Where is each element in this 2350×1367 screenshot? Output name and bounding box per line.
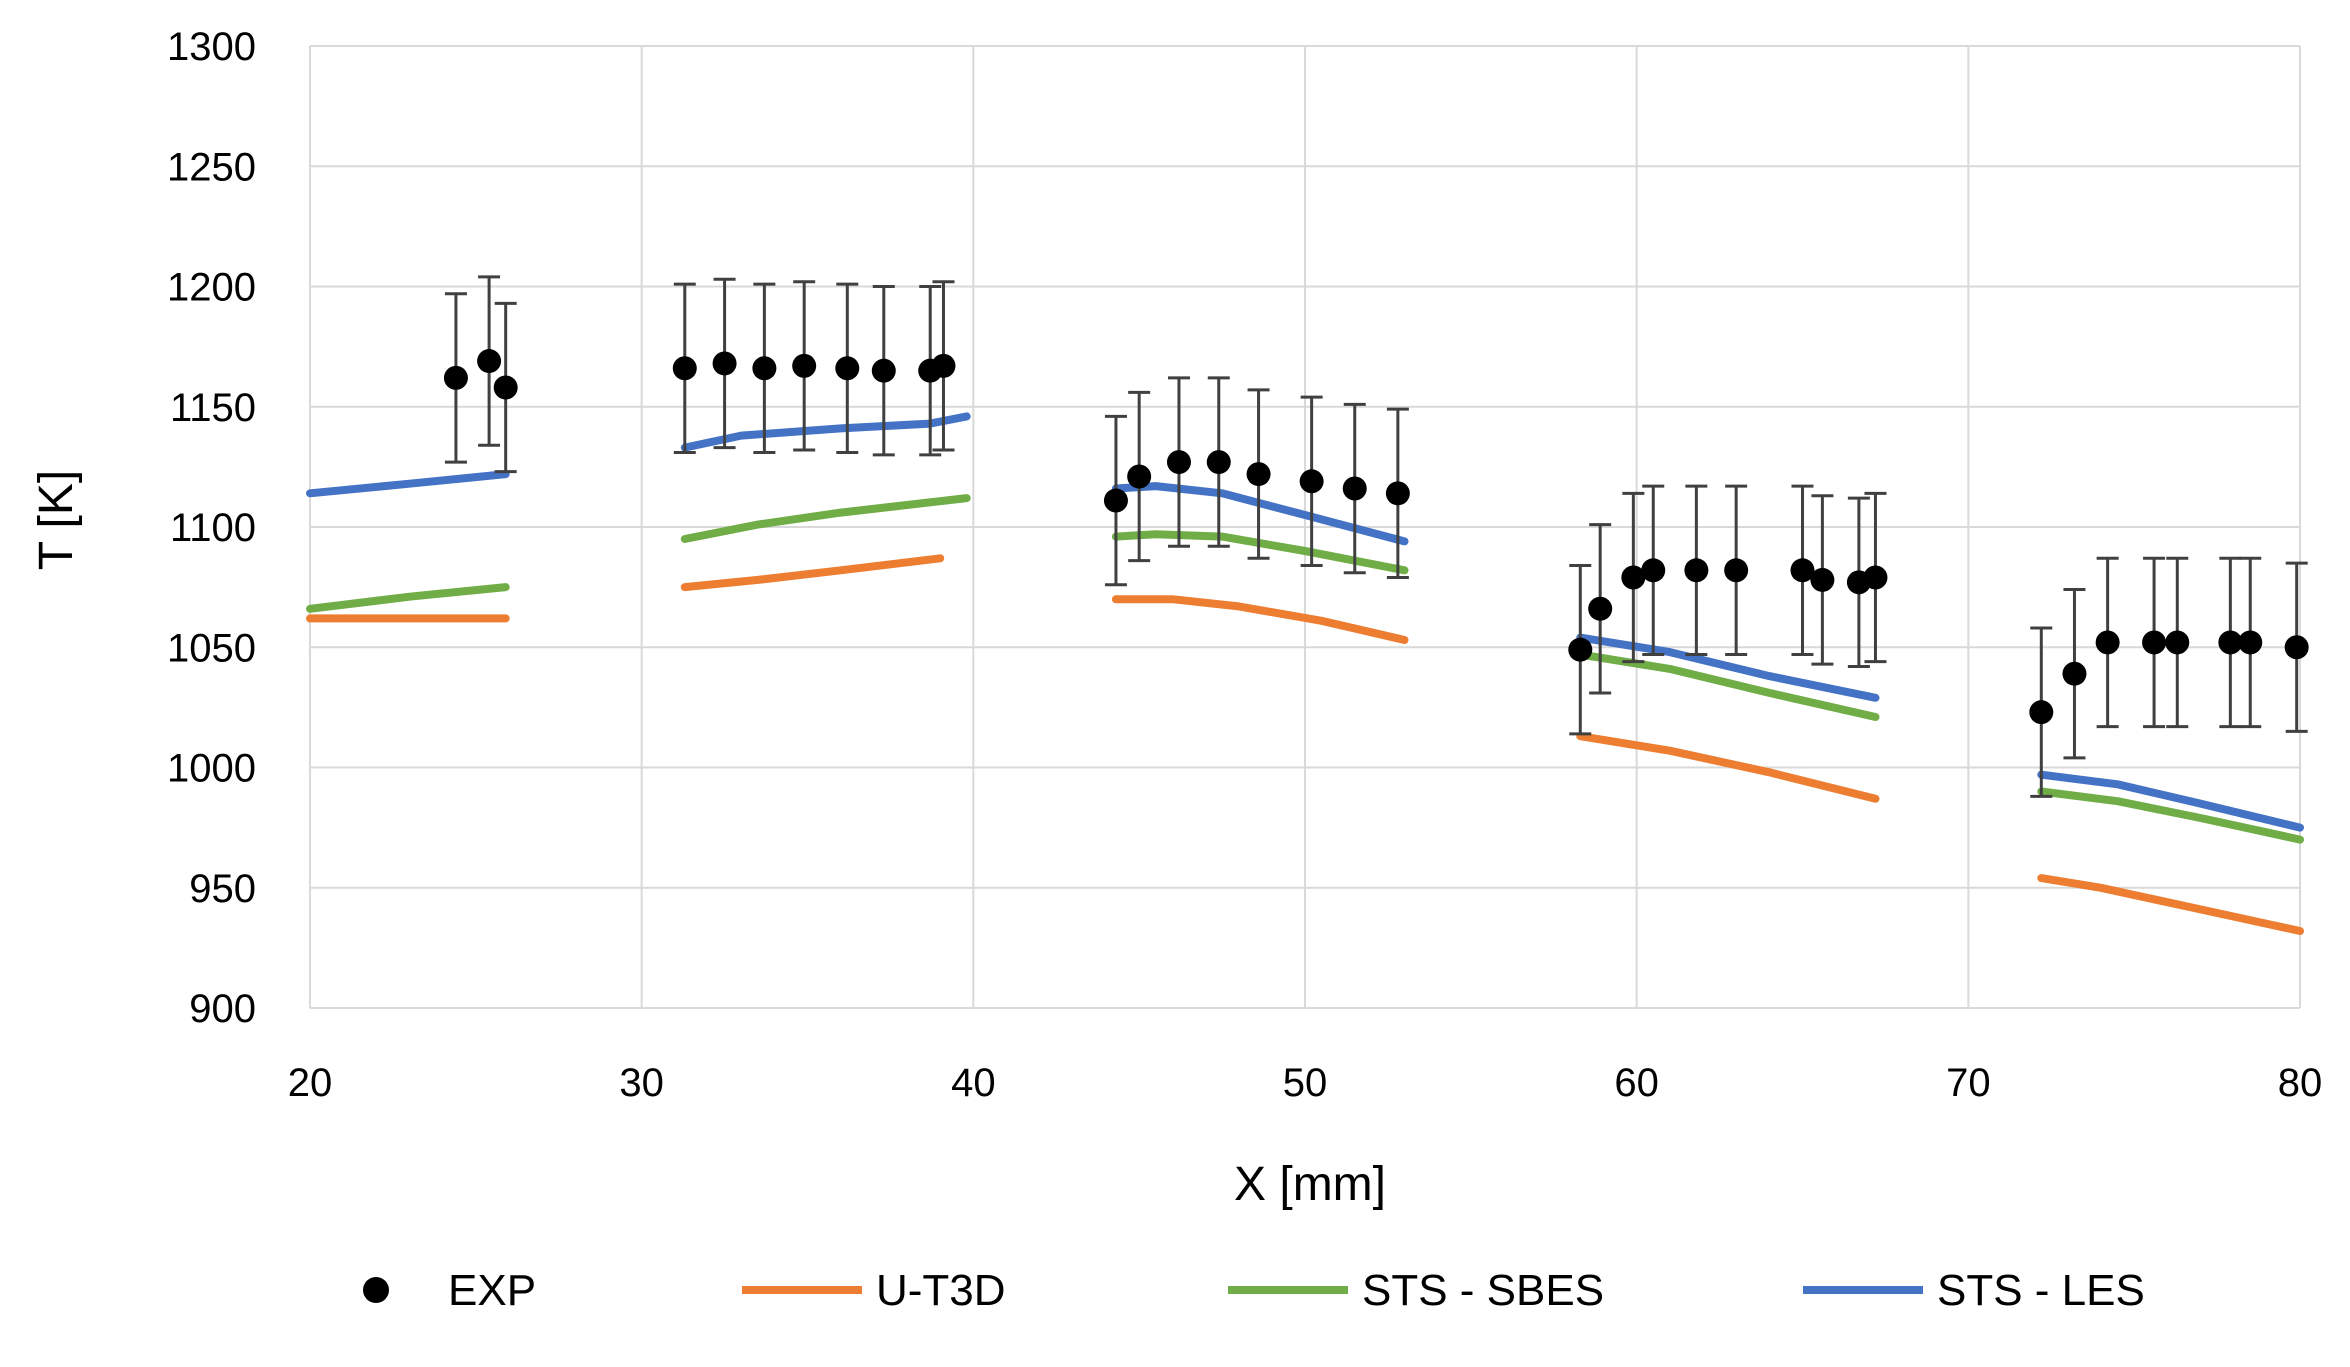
exp-point-6 (792, 353, 817, 378)
exp-point-8 (871, 358, 896, 383)
exp-point-16 (1299, 469, 1324, 494)
exp-point-33 (2165, 630, 2190, 655)
legend-item-u-t3d: U-T3D (742, 1266, 1006, 1315)
exp-point-29 (2029, 700, 2054, 725)
y-tick-label-2: 1000 (167, 747, 256, 791)
exp-point-4 (712, 351, 737, 376)
exp-point-36 (2284, 635, 2309, 660)
exp-point-28 (1863, 565, 1888, 590)
y-tick-label-0: 900 (189, 987, 256, 1031)
x-tick-label-2: 40 (951, 1061, 996, 1105)
exp-point-13 (1166, 450, 1191, 475)
exp-point-2 (493, 375, 518, 400)
exp-point-32 (2142, 630, 2167, 655)
y-tick-label-6: 1200 (167, 266, 256, 310)
x-tick-label-5: 70 (1946, 1061, 1991, 1105)
exp-point-11 (1103, 488, 1128, 513)
legend-marker-exp (363, 1277, 389, 1303)
y-tick-label-8: 1300 (167, 25, 256, 69)
x-tick-label-4: 60 (1614, 1061, 1659, 1105)
exp-point-23 (1684, 558, 1709, 583)
exp-point-7 (835, 356, 860, 381)
x-axis-title: X [mm] (1234, 1158, 1386, 1211)
series-u-t3d-segment-3 (1111, 595, 1409, 644)
y-tick-label-1: 950 (189, 867, 256, 911)
legend-label-u-t3d: U-T3D (876, 1266, 1006, 1315)
exp-point-0 (443, 365, 468, 390)
series-sts-sbes-segment-2 (680, 494, 971, 543)
plot-area (309, 46, 2300, 1009)
series-sts-sbes-segment-5 (2037, 787, 2304, 844)
exp-point-25 (1790, 558, 1815, 583)
exp-points (443, 349, 2309, 725)
series-sts-les-segment-4 (1576, 633, 1880, 702)
legend-label-sts-sbes: STS - SBES (1362, 1266, 1604, 1315)
series-u-t3d-segment-4 (1576, 732, 1880, 803)
exp-point-34 (2218, 630, 2243, 655)
exp-point-22 (1641, 558, 1666, 583)
exp-point-15 (1246, 462, 1271, 487)
exp-point-14 (1206, 450, 1231, 475)
exp-point-3 (672, 356, 697, 381)
series-sts-les-segment-1 (306, 470, 510, 498)
series-sts-sbes-segment-3 (1111, 530, 1409, 575)
legend-label-sts-les: STS - LES (1937, 1266, 2145, 1315)
exp-point-31 (2095, 630, 2120, 655)
exp-point-24 (1724, 558, 1749, 583)
series-sts-les-segment-2 (680, 412, 971, 452)
y-tick-label-4: 1100 (170, 506, 256, 550)
y-tick-label-5: 1150 (170, 386, 256, 430)
legend-item-sts-les: STS - LES (1803, 1266, 2145, 1315)
legend: EXP U-T3D STS - SBES STS - LES (363, 1266, 2145, 1315)
exp-point-30 (2062, 661, 2087, 686)
exp-point-1 (477, 349, 502, 374)
exp-point-17 (1342, 476, 1367, 501)
legend-item-sts-sbes: STS - SBES (1228, 1266, 1604, 1315)
exp-point-21 (1621, 565, 1646, 590)
exp-point-20 (1588, 596, 1613, 621)
y-tick-label-7: 1250 (167, 145, 256, 189)
y-axis-title: T [K] (30, 470, 83, 570)
series-u-t3d-segment-5 (2037, 874, 2304, 935)
y-tick-labels: 900 950 1000 1050 1100 1150 1200 1250 1300 (167, 25, 256, 1031)
exp-point-5 (752, 356, 777, 381)
exp-point-18 (1385, 481, 1410, 506)
y-tick-label-3: 1050 (167, 626, 256, 670)
x-tick-label-0: 20 (288, 1061, 333, 1105)
exp-point-35 (2238, 630, 2263, 655)
exp-point-12 (1127, 464, 1152, 489)
legend-item-exp: EXP (363, 1266, 536, 1315)
series-sts-sbes-segment-1 (306, 583, 510, 613)
grid-lines (309, 45, 2301, 1009)
exp-point-26 (1810, 567, 1835, 592)
exp-point-19 (1568, 637, 1593, 662)
exp-point-10 (931, 353, 956, 378)
series-sts-les-segment-5 (2037, 770, 2304, 832)
legend-label-exp: EXP (448, 1266, 536, 1315)
x-tick-labels: 20 30 40 50 60 70 80 (288, 1061, 2323, 1105)
x-tick-label-6: 80 (2278, 1061, 2323, 1105)
x-tick-label-1: 30 (619, 1061, 664, 1105)
series-u-t3d-segment-2 (680, 554, 945, 592)
x-tick-label-3: 50 (1283, 1061, 1328, 1105)
